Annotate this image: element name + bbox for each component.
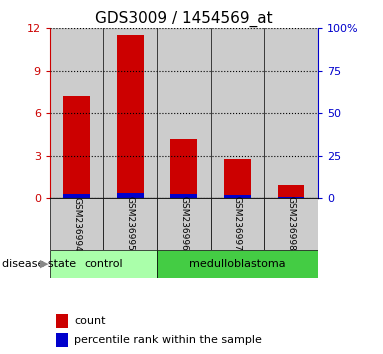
Text: GSM236997: GSM236997 xyxy=(233,196,242,251)
Bar xyxy=(50,250,157,278)
Bar xyxy=(50,198,103,250)
Bar xyxy=(170,194,197,198)
Bar xyxy=(224,195,251,198)
Bar xyxy=(63,96,90,198)
Bar xyxy=(264,28,318,198)
Text: control: control xyxy=(84,259,123,269)
Text: ▶: ▶ xyxy=(40,259,49,269)
Text: percentile rank within the sample: percentile rank within the sample xyxy=(74,335,262,344)
Text: GSM236995: GSM236995 xyxy=(126,196,135,251)
Bar xyxy=(157,28,211,198)
Text: medulloblastoma: medulloblastoma xyxy=(189,259,286,269)
Bar xyxy=(103,198,157,250)
Bar xyxy=(117,35,144,198)
Bar xyxy=(224,159,251,198)
Bar xyxy=(117,193,144,198)
Bar xyxy=(211,28,264,198)
Text: GSM236996: GSM236996 xyxy=(179,196,188,251)
Bar xyxy=(278,185,304,198)
Bar xyxy=(56,333,68,347)
Bar xyxy=(157,198,211,250)
Bar xyxy=(211,198,264,250)
Bar xyxy=(56,314,68,328)
Bar xyxy=(170,139,197,198)
Bar xyxy=(264,198,318,250)
Bar xyxy=(278,197,304,198)
Text: disease state: disease state xyxy=(2,259,76,269)
Bar xyxy=(63,194,90,198)
Text: GSM236994: GSM236994 xyxy=(72,196,81,251)
Text: GSM236998: GSM236998 xyxy=(286,196,296,251)
Text: count: count xyxy=(74,316,106,326)
Bar xyxy=(103,28,157,198)
Bar xyxy=(157,250,318,278)
Title: GDS3009 / 1454569_at: GDS3009 / 1454569_at xyxy=(95,11,273,27)
Bar xyxy=(50,28,103,198)
